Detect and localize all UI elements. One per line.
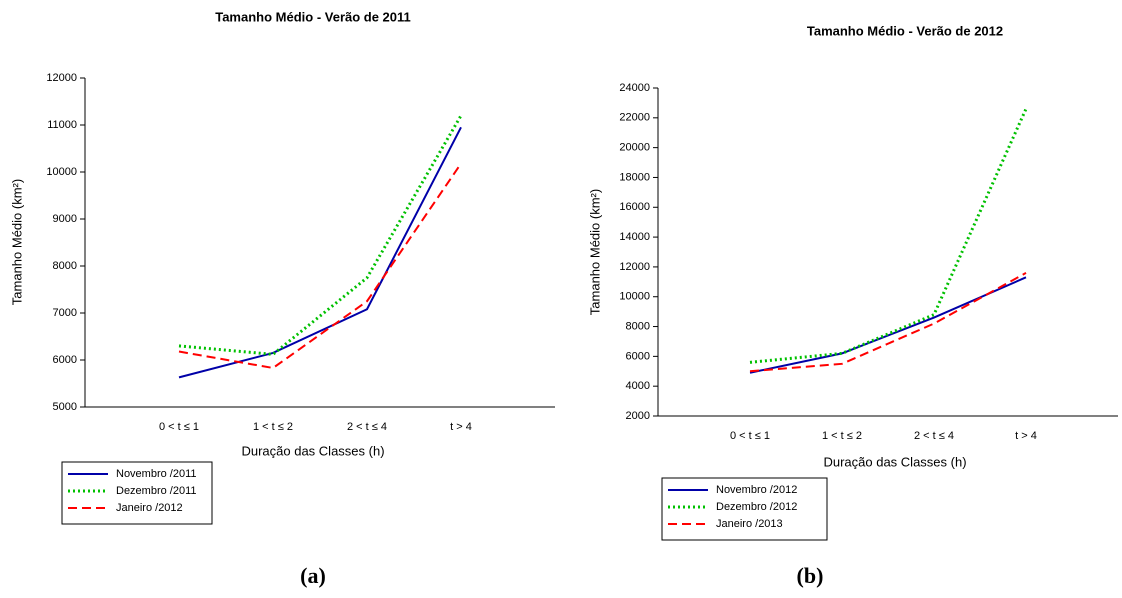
- y-axis-label: Tamanho Médio (km²): [9, 179, 24, 305]
- x-axis-label: Duração das Classes (h): [823, 454, 966, 469]
- y-tick-label: 24000: [619, 82, 650, 94]
- x-axis-label: Duração das Classes (h): [241, 443, 384, 458]
- x-tick-label: 2 < t ≤ 4: [914, 430, 954, 442]
- series-line: [749, 271, 1027, 373]
- legend-label: Janeiro /2013: [716, 518, 783, 530]
- caption: (b): [797, 563, 824, 588]
- x-tick-label: 0 < t ≤ 1: [730, 430, 770, 442]
- series-line: [178, 114, 463, 356]
- y-tick-label: 7000: [53, 307, 77, 319]
- y-axis-label: Tamanho Médio (km²): [587, 189, 602, 315]
- y-tick-label: 16000: [619, 201, 650, 213]
- legend-box: [61, 461, 213, 525]
- series-line: [178, 162, 462, 370]
- legend-label: Janeiro /2012: [116, 502, 183, 514]
- x-tick-label: t > 4: [1015, 430, 1037, 442]
- x-tick-label: 1 < t ≤ 2: [822, 430, 862, 442]
- y-tick-label: 8000: [53, 260, 77, 272]
- y-tick-label: 11000: [47, 119, 77, 131]
- y-tick-label: 5000: [53, 401, 77, 413]
- y-tick-label: 12000: [619, 261, 650, 273]
- y-tick-label: 6000: [53, 354, 77, 366]
- y-tick-label: 12000: [46, 72, 77, 84]
- y-tick-label: 8000: [626, 320, 650, 332]
- legend-label: Dezembro /2011: [116, 485, 197, 497]
- caption: (a): [300, 563, 326, 588]
- chart-title: Tamanho Médio - Verão de 2011: [215, 9, 411, 24]
- y-tick-label: 20000: [619, 142, 650, 154]
- legend-label: Dezembro /2012: [716, 501, 797, 513]
- series-line: [749, 108, 1028, 364]
- legend-label: Novembro /2012: [716, 484, 797, 496]
- y-tick-label: 22000: [619, 112, 650, 124]
- legend-box: [661, 477, 828, 541]
- y-tick-label: 14000: [619, 231, 650, 243]
- series-line: [178, 126, 462, 379]
- chart-title: Tamanho Médio - Verão de 2012: [807, 23, 1003, 38]
- y-tick-label: 10000: [619, 291, 650, 303]
- x-tick-label: 2 < t ≤ 4: [347, 421, 387, 433]
- y-tick-label: 6000: [626, 350, 650, 362]
- y-tick-label: 2000: [626, 410, 650, 422]
- legend-label: Novembro /2011: [116, 468, 197, 480]
- y-tick-label: 10000: [46, 166, 77, 178]
- x-tick-label: 1 < t ≤ 2: [253, 421, 293, 433]
- y-tick-label: 18000: [619, 171, 650, 183]
- x-tick-label: t > 4: [450, 421, 472, 433]
- y-tick-label: 4000: [626, 380, 650, 392]
- y-tick-label: 9000: [53, 213, 77, 225]
- x-tick-label: 0 < t ≤ 1: [159, 421, 199, 433]
